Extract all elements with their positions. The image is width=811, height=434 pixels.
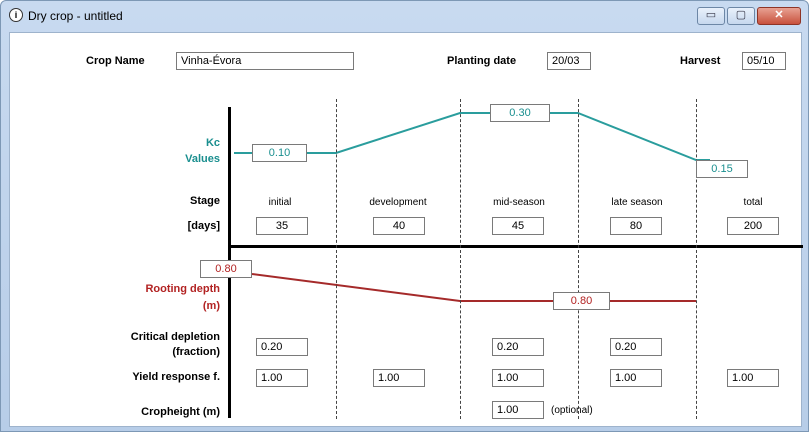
- minimize-button[interactable]: ▭: [697, 7, 725, 25]
- maximize-button[interactable]: ▢: [727, 7, 755, 25]
- rooting-depth-label: Rooting depth: [145, 283, 220, 295]
- kc-axis: [228, 107, 231, 247]
- yield-total-field[interactable]: 1.00: [727, 369, 779, 387]
- days-initial-field[interactable]: 35: [256, 217, 308, 235]
- days-development-field[interactable]: 40: [373, 217, 425, 235]
- yield-development-field[interactable]: 1.00: [373, 369, 425, 387]
- stage-axis: [228, 245, 803, 248]
- info-circle-icon: i: [9, 8, 23, 22]
- harvest-label: Harvest: [680, 55, 721, 67]
- critical-depletion-label: Critical depletion: [130, 331, 220, 343]
- crop-name-label: Crop Name: [86, 55, 145, 67]
- rooting-depth-curve: [251, 273, 696, 302]
- yield-late-field[interactable]: 1.00: [610, 369, 662, 387]
- optional-note: (optional): [551, 405, 593, 416]
- critical-mid-field[interactable]: 0.20: [492, 338, 544, 356]
- crop-name-field[interactable]: Vinha-Évora: [176, 52, 354, 70]
- critical-late-field[interactable]: 0.20: [610, 338, 662, 356]
- stage-development-label: development: [369, 197, 427, 208]
- crop-form: Crop Name Vinha-Évora Planting date 20/0…: [9, 32, 803, 427]
- cropheight-field[interactable]: 1.00: [492, 401, 544, 419]
- kc-end-field[interactable]: 0.15: [696, 160, 748, 178]
- critical-initial-field[interactable]: 0.20: [256, 338, 308, 356]
- stage-divider: [578, 99, 579, 419]
- planting-date-label: Planting date: [447, 55, 517, 67]
- planting-date-field[interactable]: 20/03: [547, 52, 591, 70]
- stage-mid-season-label: mid-season: [493, 197, 545, 208]
- yield-response-label: Yield response f.: [132, 371, 220, 383]
- stage-divider: [336, 99, 337, 419]
- kc-label: Kc: [205, 137, 220, 149]
- root-axis: [228, 248, 231, 418]
- days-mid-season-field[interactable]: 45: [492, 217, 544, 235]
- stage-divider: [696, 99, 697, 419]
- rooting-unit-label: (m): [202, 300, 220, 312]
- kc-mid-field[interactable]: 0.30: [490, 104, 550, 122]
- stage-divider: [460, 99, 461, 419]
- days-total-field: 200: [727, 217, 779, 235]
- stage-initial-label: initial: [268, 197, 292, 208]
- stage-late-season-label: late season: [611, 197, 663, 208]
- yield-initial-field[interactable]: 1.00: [256, 369, 308, 387]
- close-button[interactable]: ✕: [757, 7, 801, 25]
- rooting-initial-field[interactable]: 0.80: [200, 260, 252, 278]
- cropheight-label: Cropheight (m): [141, 406, 220, 418]
- days-label: [days]: [187, 220, 220, 232]
- yield-mid-field[interactable]: 1.00: [492, 369, 544, 387]
- rooting-max-field[interactable]: 0.80: [553, 292, 610, 310]
- days-late-season-field[interactable]: 80: [610, 217, 662, 235]
- title-bar[interactable]: i Dry crop - untitled ▭ ▢ ✕: [1, 1, 808, 31]
- values-label: Values: [185, 153, 220, 165]
- critical-fraction-label: (fraction): [172, 346, 220, 358]
- kc-initial-field[interactable]: 0.10: [252, 144, 307, 162]
- window-title: Dry crop - untitled: [28, 9, 123, 23]
- stage-label: Stage: [190, 195, 220, 207]
- harvest-field[interactable]: 05/10: [742, 52, 786, 70]
- stage-total-label: total: [743, 197, 763, 208]
